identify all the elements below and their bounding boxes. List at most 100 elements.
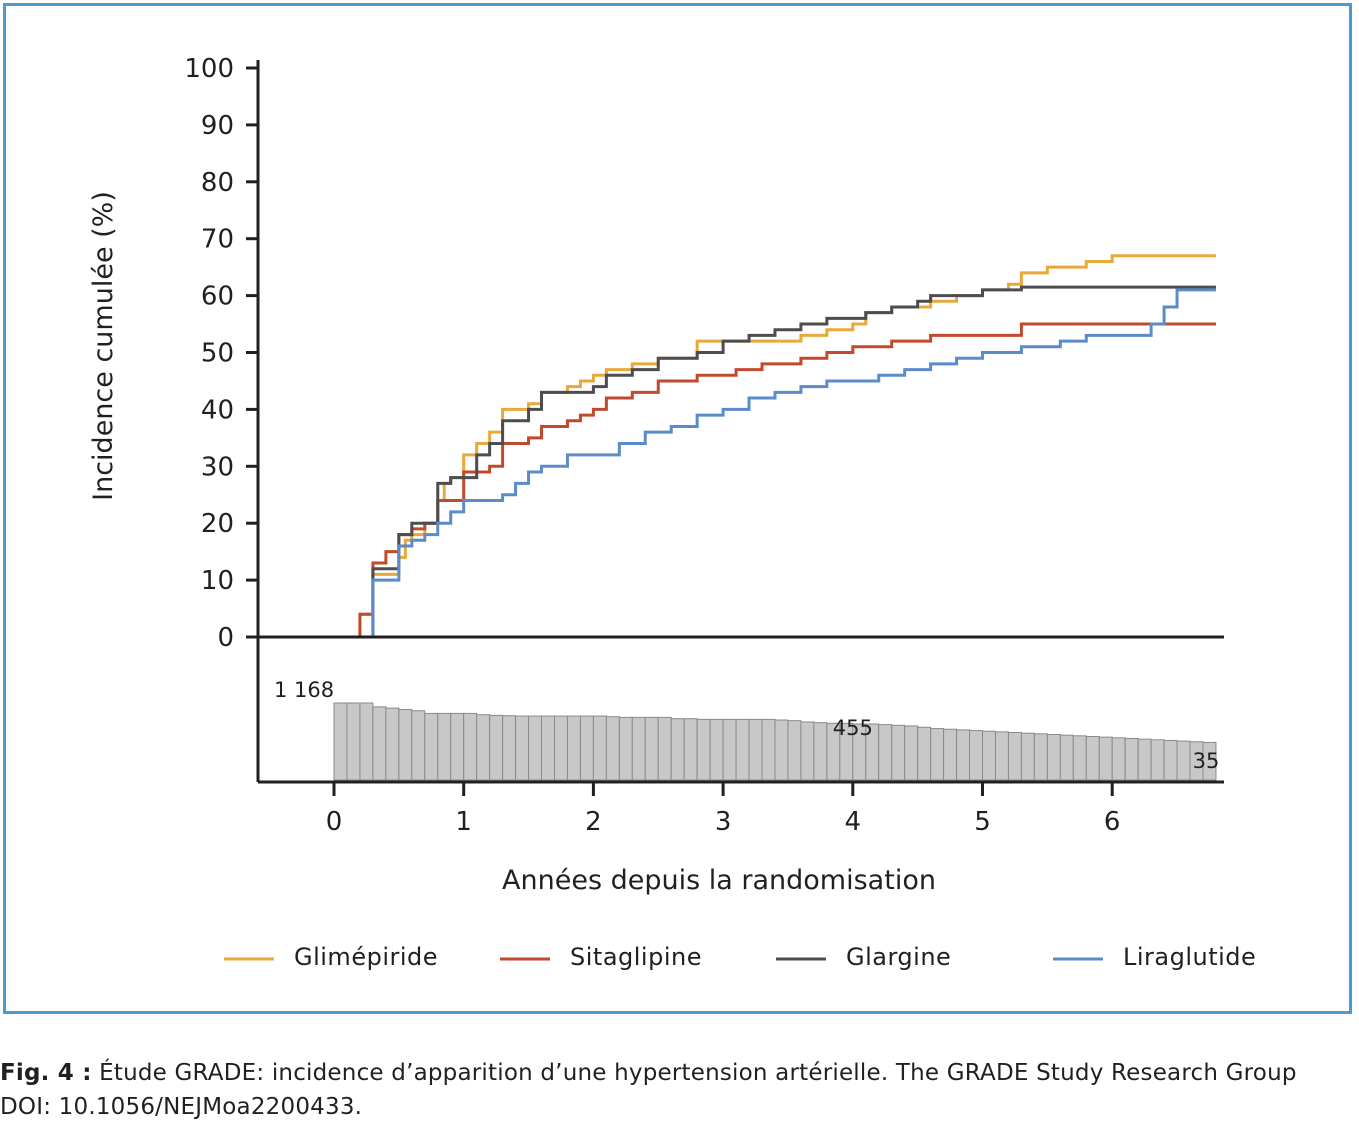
legend-label: Liraglutide bbox=[1123, 943, 1256, 971]
at-risk-bar bbox=[553, 715, 568, 781]
at-risk-bar bbox=[566, 715, 581, 781]
x-tick-label: 2 bbox=[585, 807, 602, 837]
at-risk-bar bbox=[774, 719, 789, 781]
at-risk-bar bbox=[982, 730, 996, 781]
at-risk-bar bbox=[1020, 732, 1035, 781]
y-tick-label: 80 bbox=[201, 168, 234, 198]
y-tick-label: 10 bbox=[201, 566, 234, 596]
legend-label: Glimépiride bbox=[294, 943, 438, 971]
y-tick-label: 30 bbox=[201, 452, 234, 482]
at-risk-bar bbox=[489, 714, 504, 781]
at-risk-bar bbox=[917, 726, 932, 781]
caption-text: Étude GRADE: incidence d’apparition d’un… bbox=[91, 1060, 1297, 1086]
at-risk-bar bbox=[1098, 736, 1113, 781]
at-risk-bar bbox=[398, 708, 413, 781]
figure-caption: Fig. 4 : Étude GRADE: incidence d’appari… bbox=[0, 1056, 1359, 1124]
at-risk-bar bbox=[579, 715, 594, 781]
y-tick-label: 50 bbox=[201, 339, 234, 369]
at-risk-bar bbox=[735, 718, 750, 781]
x-tick-label: 1 bbox=[455, 807, 472, 837]
series-line-sitaglipine bbox=[308, 322, 1216, 639]
at-risk-count-label: 455 bbox=[833, 716, 873, 740]
at-risk-bar bbox=[372, 706, 387, 781]
y-tick-label: 90 bbox=[201, 111, 234, 141]
at-risk-bar bbox=[644, 716, 659, 781]
x-axis-label: Années depuis la randomisation bbox=[502, 865, 936, 896]
at-risk-bar bbox=[722, 718, 737, 781]
caption-doi: DOI: 10.1056/NEJMoa2200433. bbox=[0, 1094, 363, 1120]
at-risk-bar bbox=[631, 716, 646, 781]
at-risk-bar bbox=[411, 710, 426, 781]
at-risk-bar bbox=[1111, 737, 1126, 781]
at-risk-bar bbox=[657, 716, 672, 781]
at-risk-bar bbox=[528, 715, 543, 781]
at-risk-bar bbox=[1137, 738, 1152, 781]
at-risk-labels: 1 168 455 35 bbox=[274, 678, 1219, 773]
at-risk-bar bbox=[515, 715, 530, 781]
at-risk-bar bbox=[1150, 739, 1165, 781]
y-tick-label: 100 bbox=[184, 54, 234, 84]
at-risk-bar bbox=[541, 715, 555, 781]
at-risk-bar bbox=[502, 715, 517, 781]
y-tick-label: 70 bbox=[201, 225, 234, 255]
at-risk-bar bbox=[346, 702, 361, 781]
at-risk-bar bbox=[1163, 739, 1178, 781]
at-risk-bar bbox=[800, 721, 815, 781]
at-risk-bar bbox=[930, 728, 945, 781]
at-risk-bar bbox=[333, 702, 348, 781]
y-axis-label: Incidence cumulée (%) bbox=[88, 191, 119, 501]
at-risk-bar bbox=[437, 712, 452, 781]
at-risk-bar bbox=[385, 707, 400, 781]
at-risk-bar bbox=[683, 718, 698, 781]
at-risk-bar bbox=[904, 725, 919, 781]
at-risk-bar bbox=[1176, 740, 1191, 781]
at-risk-bar bbox=[761, 718, 776, 781]
at-risk-bar bbox=[1033, 733, 1048, 781]
at-risk-count-label: 1 168 bbox=[274, 678, 334, 702]
at-risk-bar bbox=[943, 728, 958, 781]
at-risk-bar bbox=[670, 718, 685, 781]
legend-label: Sitaglipine bbox=[570, 943, 702, 971]
at-risk-bar bbox=[450, 712, 465, 781]
at-risk-bar bbox=[1007, 732, 1022, 781]
y-tick-label: 40 bbox=[201, 395, 234, 425]
at-risk-bar bbox=[592, 715, 607, 781]
at-risk-bar bbox=[1124, 737, 1139, 781]
at-risk-count-label: 35 bbox=[1193, 749, 1220, 773]
figure-label: Fig. 4 : bbox=[0, 1060, 92, 1086]
x-tick-label: 5 bbox=[974, 807, 991, 837]
series-line-liraglutide bbox=[308, 288, 1216, 639]
chart: 0 10 20 30 40 50 60 70 80 90 100 0 1 2 3 4 5 6 1 168 455 3… bbox=[88, 54, 1256, 971]
at-risk-bar bbox=[748, 718, 763, 781]
at-risk-bar bbox=[787, 720, 802, 781]
at-risk-bar bbox=[1046, 734, 1061, 781]
series-lines bbox=[308, 254, 1216, 639]
at-risk-bar bbox=[709, 718, 724, 781]
at-risk-bar bbox=[1202, 741, 1217, 781]
at-risk-bars bbox=[333, 702, 1217, 781]
at-risk-bar bbox=[1072, 735, 1087, 781]
y-tick-label: 0 bbox=[217, 623, 234, 653]
y-axis-ticks: 0 10 20 30 40 50 60 70 80 90 100 bbox=[184, 54, 258, 653]
at-risk-bar bbox=[1059, 734, 1074, 781]
at-risk-bar bbox=[878, 724, 893, 781]
x-axis-ticks: 0 1 2 3 4 5 6 bbox=[326, 782, 1121, 837]
at-risk-bar bbox=[476, 714, 491, 781]
at-risk-bar bbox=[956, 729, 971, 781]
x-tick-label: 0 bbox=[326, 807, 343, 837]
x-tick-label: 6 bbox=[1104, 807, 1121, 837]
at-risk-bar bbox=[891, 724, 906, 781]
figure-frame bbox=[3, 3, 1352, 1014]
at-risk-bar bbox=[696, 718, 711, 781]
at-risk-bar bbox=[605, 716, 620, 781]
at-risk-bar bbox=[618, 716, 633, 781]
at-risk-bar bbox=[813, 722, 828, 781]
at-risk-bar bbox=[1085, 735, 1100, 781]
y-tick-label: 60 bbox=[201, 282, 234, 312]
legend: Glimépiride Sitaglipine Glargine Liraglutid… bbox=[224, 943, 1256, 971]
at-risk-bar bbox=[424, 712, 439, 781]
at-risk-bar bbox=[994, 731, 1009, 781]
x-tick-label: 4 bbox=[845, 807, 862, 837]
at-risk-bar bbox=[969, 730, 984, 781]
at-risk-bar bbox=[463, 712, 478, 781]
